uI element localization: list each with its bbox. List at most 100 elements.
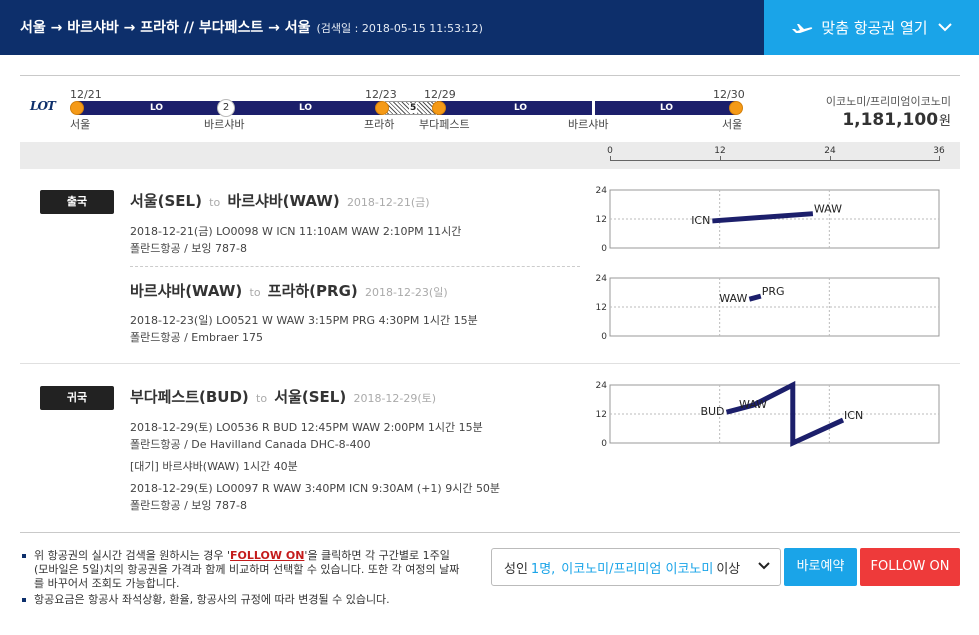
y-tick-label: 24 <box>596 186 608 196</box>
timeline-stop-dot <box>432 101 446 115</box>
y-tick-label: 0 <box>601 244 607 254</box>
segment-airline-code: LO <box>150 103 164 113</box>
timeline-city: 바르샤바 <box>204 118 245 131</box>
total-price: 1,181,100원 <box>842 110 951 130</box>
timeline-stop-dot <box>729 101 743 115</box>
leg-date: 2018-12-21(금) <box>346 196 430 209</box>
y-tick-label: 0 <box>601 439 607 449</box>
timeline-city: 부다페스트 <box>419 118 470 131</box>
timeline-city: 프라하 <box>364 118 395 131</box>
pax-suffix: 이상 <box>716 561 741 577</box>
currency-unit: 원 <box>939 114 951 129</box>
y-tick-label: 0 <box>601 332 607 342</box>
hour-scale-label: 36 <box>933 146 945 156</box>
notice-text: 위 항공권의 실시간 검색을 원하시는 경우 ' <box>34 549 231 562</box>
timeline-segment-bar <box>437 101 592 115</box>
hour-scale-label: 0 <box>607 146 613 156</box>
search-date: (검색일 : 2018-05-15 11:53:12) <box>316 22 483 35</box>
point-label: ICN <box>844 409 863 422</box>
hour-scale-tick <box>830 156 831 161</box>
return-badge: 귀국 <box>40 386 114 410</box>
segment-airline-code: LO <box>299 103 313 113</box>
segment-airline-code: LO <box>514 103 528 113</box>
route-title: 서울 → 바르샤바 → 프라하 // 부다페스트 → 서울 (검색일 : 2018… <box>20 17 483 37</box>
y-tick-label: 24 <box>596 381 608 391</box>
chevron-down-icon <box>937 23 952 32</box>
airplane-icon <box>791 20 813 36</box>
follow-on-link[interactable]: FOLLOW ON <box>230 549 305 562</box>
layover-info: [대기] 바르샤바(WAW) 1시간 40분 <box>130 460 298 473</box>
leg-title: 바르샤바(WAW) to 프라하(PRG) 2018-12-23(일) <box>130 280 448 301</box>
destination-city: 서울(SEL) <box>274 388 347 406</box>
flight-time-chart: 24 12 0 WAW PRG <box>580 273 940 342</box>
timeline-segment-bar <box>595 101 736 115</box>
to-word: to <box>256 392 268 405</box>
timeline-city: 서울 <box>722 118 743 131</box>
pax-prefix: 성인 <box>504 561 528 577</box>
y-tick-label: 12 <box>596 303 607 313</box>
flight-path-line <box>712 211 814 224</box>
destination-city: 바르샤바(WAW) <box>227 192 340 210</box>
to-word: to <box>249 286 261 299</box>
point-label: ICN <box>691 214 710 227</box>
hour-scale-bar <box>20 142 960 169</box>
notice-item: 항공요금은 항공사 좌석상황, 환율, 항공사의 규정에 따라 변경될 수 있습… <box>20 593 460 607</box>
timeline-stop-dot <box>375 101 389 115</box>
flight-time-chart: 24 12 0 BUD WAW ICN <box>580 380 940 449</box>
stay-days-count: 5 <box>409 103 418 113</box>
chart-svg: 24 12 0 ICN WAW <box>596 186 940 254</box>
aircraft-info: 폴란드항공 / 보잉 787-8 <box>130 242 247 255</box>
origin-city: 서울(SEL) <box>130 192 202 210</box>
route-text: 서울 → 바르샤바 → 프라하 // 부다페스트 → 서울 <box>20 20 311 36</box>
to-word: to <box>209 196 221 209</box>
flight-path-line <box>748 293 762 302</box>
pax-class: 이코노미/프리미엄 이코노미 <box>561 561 714 577</box>
timeline-date: 12/30 <box>713 88 745 101</box>
flight-time-chart: 24 12 0 ICN WAW <box>580 185 940 254</box>
hour-scale-tick <box>939 156 940 161</box>
leg-title: 서울(SEL) to 바르샤바(WAW) 2018-12-21(금) <box>130 190 430 211</box>
follow-on-button[interactable]: FOLLOW ON <box>860 548 960 586</box>
timeline-city: 바르샤바 <box>568 118 609 131</box>
point-label: BUD <box>700 405 724 418</box>
notice-item: 위 항공권의 실시간 검색을 원하시는 경우 'FOLLOW ON'을 클릭하면… <box>20 549 460 591</box>
hour-scale-label: 12 <box>714 146 726 156</box>
lot-airline-logo: LOT <box>30 99 56 113</box>
timeline-stop-count: 2 <box>217 99 235 117</box>
hour-scale-tick <box>720 156 721 161</box>
aircraft-info: 폴란드항공 / 보잉 787-8 <box>130 499 247 512</box>
leg-date: 2018-12-23(일) <box>364 286 448 299</box>
pax-count: 1명, <box>530 561 556 577</box>
point-label: WAW <box>739 398 767 411</box>
y-tick-label: 12 <box>596 215 607 225</box>
leg-title: 부다페스트(BUD) to 서울(SEL) 2018-12-29(토) <box>130 386 436 407</box>
custom-ticket-label: 맞춤 항공권 열기 <box>821 19 928 37</box>
book-now-button[interactable]: 바로예약 <box>784 548 857 586</box>
hour-scale-axis <box>610 160 940 161</box>
fare-class-label: 이코노미/프리미엄이코노미 <box>825 95 951 108</box>
outbound-badge: 출국 <box>40 190 114 214</box>
top-header: 서울 → 바르샤바 → 프라하 // 부다페스트 → 서울 (검색일 : 2018… <box>0 0 979 55</box>
notice-text: '을 클릭하면 각 구간별로 1주일(모바일은 5일)치의 항공권을 가격과 함… <box>34 549 460 590</box>
flight-detail: 2018-12-23(일) LO0521 W WAW 3:15PM PRG 4:… <box>130 314 478 327</box>
y-tick-label: 24 <box>596 274 608 284</box>
point-label: PRG <box>762 285 785 298</box>
aircraft-info: 폴란드항공 / De Havilland Canada DHC-8-400 <box>130 438 371 451</box>
hour-scale-tick <box>610 156 611 161</box>
flight-detail: 2018-12-21(금) LO0098 W ICN 11:10AM WAW 2… <box>130 225 462 238</box>
custom-ticket-button[interactable]: 맞춤 항공권 열기 <box>764 0 979 55</box>
passenger-class-select[interactable]: 성인 1명, 이코노미/프리미엄 이코노미 이상 <box>491 548 781 586</box>
divider <box>20 532 960 533</box>
segment-airline-code: LO <box>660 103 674 113</box>
chart-svg: 24 12 0 BUD WAW ICN <box>596 380 940 449</box>
timeline-date: 12/23 <box>365 88 397 101</box>
origin-city: 바르샤바(WAW) <box>130 282 243 300</box>
aircraft-info: 폴란드항공 / Embraer 175 <box>130 331 263 344</box>
destination-city: 프라하(PRG) <box>267 282 358 300</box>
leg-date: 2018-12-29(토) <box>353 392 437 405</box>
flight-detail: 2018-12-29(토) LO0097 R WAW 3:40PM ICN 9:… <box>130 482 501 495</box>
price-value: 1,181,100 <box>842 110 939 130</box>
timeline-stop-dot <box>70 101 84 115</box>
timeline-city: 서울 <box>70 118 91 131</box>
flight-path-line <box>725 380 845 447</box>
